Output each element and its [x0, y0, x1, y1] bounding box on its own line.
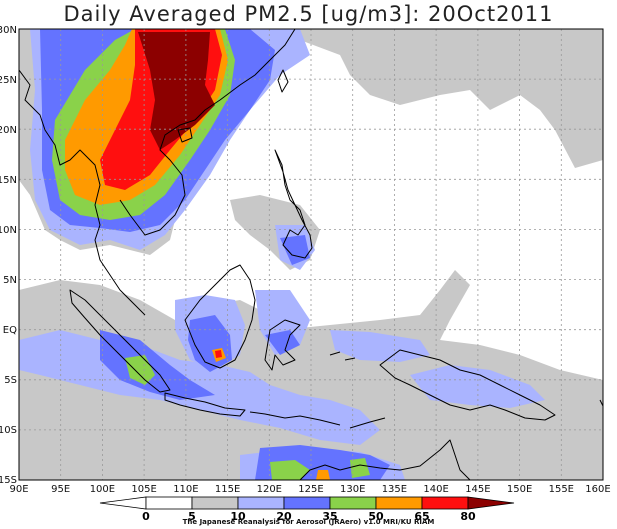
lon-tick-label: 130E	[340, 484, 365, 495]
lat-tick-label: 10N	[0, 225, 17, 236]
lat-tick-label: 15S	[0, 475, 17, 486]
colorbar-label: 10	[230, 510, 246, 523]
credit-text: The Japanese Reanalysis for Aerosol (JRA…	[182, 518, 435, 526]
map-title: Daily Averaged PM2.5 [ug/m3]: 20Oct2011	[63, 2, 554, 26]
colorbar-segment-65-80	[421, 496, 469, 510]
lat-tick-label: 10S	[0, 425, 17, 436]
coastlines	[19, 29, 603, 480]
colorbar-segment-5-10	[191, 496, 239, 510]
pm25-field	[19, 29, 603, 480]
colorbar-label: 65	[414, 510, 429, 523]
lon-tick-label: 95E	[51, 484, 70, 495]
lon-tick-label: 150E	[507, 484, 532, 495]
lon-tick-label: 145E	[465, 484, 490, 495]
lon-tick-label: 115E	[215, 484, 240, 495]
plot-frame	[18, 28, 604, 481]
lat-tick-label: 20N	[0, 125, 17, 136]
colorbar-segment-above	[467, 496, 515, 510]
colorbar-segment-below	[99, 496, 147, 510]
colorbar-segment-10-20	[237, 496, 285, 510]
lon-tick-label: 155E	[549, 484, 574, 495]
lon-tick-label: 125E	[298, 484, 323, 495]
lon-tick-label: 120E	[257, 484, 282, 495]
level-max-darkred	[138, 32, 215, 150]
lat-tick-label: 30N	[0, 25, 17, 36]
colorbar-label: 50	[368, 510, 384, 523]
lat-tick-label: 15N	[0, 175, 17, 186]
colorbar: 0 5 10 20 35 50 65 80	[99, 496, 515, 523]
colorbar-label: 20	[276, 510, 292, 523]
colorbar-label: 0	[142, 510, 150, 523]
lat-tick-labels: 30N 25N 20N 15N 10N 5N EQ 5S 10S 15S	[0, 25, 17, 486]
colorbar-label: 35	[322, 510, 337, 523]
lat-tick-label: 5N	[3, 275, 17, 286]
grid-lines	[19, 29, 603, 480]
colorbar-label: 80	[460, 510, 476, 523]
lon-tick-label: 135E	[382, 484, 407, 495]
colorbar-segment-50-65	[375, 496, 423, 510]
lon-tick-label: 110E	[173, 484, 198, 495]
lat-tick-label: 25N	[0, 75, 17, 86]
lon-tick-label: 90E	[9, 484, 28, 495]
lat-tick-label: 5S	[4, 375, 17, 386]
lat-tick-label: EQ	[3, 325, 17, 336]
colorbar-segment-20-35	[283, 496, 331, 510]
colorbar-label: 5	[188, 510, 196, 523]
colorbar-segment-0-5	[145, 496, 193, 510]
lon-tick-labels: 90E 95E 100E 105E 110E 115E 120E 125E 13…	[9, 484, 610, 495]
lon-tick-label: 100E	[90, 484, 115, 495]
lon-tick-label: 160E	[585, 484, 610, 495]
lon-tick-label: 105E	[131, 484, 156, 495]
lon-tick-label: 140E	[423, 484, 448, 495]
colorbar-segment-35-50	[329, 496, 377, 510]
